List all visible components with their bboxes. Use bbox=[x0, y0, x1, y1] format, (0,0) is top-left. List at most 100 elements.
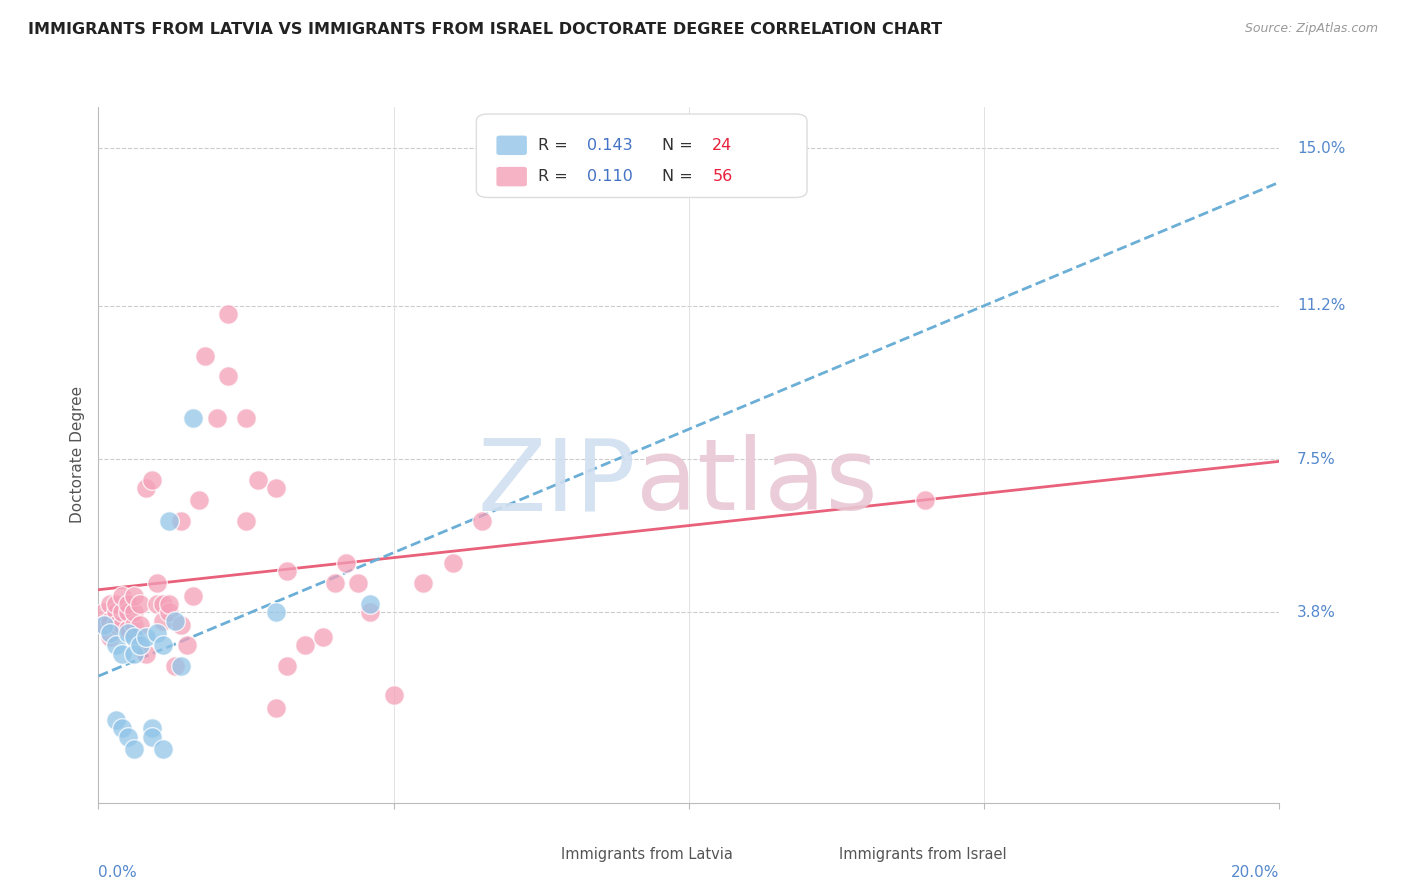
Point bbox=[181, 589, 204, 603]
Point bbox=[152, 742, 174, 756]
Text: 3.8%: 3.8% bbox=[1298, 605, 1336, 620]
Text: 0.0%: 0.0% bbox=[98, 865, 138, 880]
Point bbox=[359, 597, 381, 611]
Point bbox=[105, 617, 128, 632]
Point bbox=[105, 639, 128, 653]
Point bbox=[146, 597, 169, 611]
Text: atlas: atlas bbox=[636, 434, 877, 532]
Text: IMMIGRANTS FROM LATVIA VS IMMIGRANTS FROM ISRAEL DOCTORATE DEGREE CORRELATION CH: IMMIGRANTS FROM LATVIA VS IMMIGRANTS FRO… bbox=[28, 22, 942, 37]
Point bbox=[157, 605, 180, 619]
Text: 11.2%: 11.2% bbox=[1298, 298, 1346, 313]
Point bbox=[122, 647, 145, 661]
Point bbox=[914, 493, 936, 508]
Point bbox=[111, 605, 134, 619]
Point bbox=[170, 617, 193, 632]
Point bbox=[135, 481, 157, 495]
Point bbox=[128, 639, 150, 653]
Point bbox=[471, 514, 494, 528]
Point bbox=[264, 605, 287, 619]
Text: 0.143: 0.143 bbox=[588, 137, 633, 153]
Point bbox=[157, 597, 180, 611]
Point bbox=[146, 576, 169, 591]
Point bbox=[235, 410, 257, 425]
Text: 24: 24 bbox=[713, 137, 733, 153]
Point bbox=[165, 614, 187, 628]
Point bbox=[135, 630, 157, 644]
Point bbox=[181, 410, 204, 425]
Text: 7.5%: 7.5% bbox=[1298, 451, 1336, 467]
Point bbox=[122, 742, 145, 756]
Point bbox=[152, 597, 174, 611]
Point bbox=[235, 514, 257, 528]
Text: R =: R = bbox=[537, 137, 572, 153]
Point bbox=[323, 576, 346, 591]
Point bbox=[264, 481, 287, 495]
Point bbox=[217, 307, 239, 321]
Point bbox=[294, 639, 316, 653]
Point bbox=[246, 473, 269, 487]
FancyBboxPatch shape bbox=[792, 840, 834, 870]
Point bbox=[170, 659, 193, 673]
FancyBboxPatch shape bbox=[515, 840, 557, 870]
Point bbox=[117, 597, 139, 611]
Point bbox=[205, 410, 228, 425]
Point bbox=[141, 721, 163, 735]
Point bbox=[412, 576, 434, 591]
Y-axis label: Doctorate Degree: Doctorate Degree bbox=[69, 386, 84, 524]
Point bbox=[347, 576, 370, 591]
Point bbox=[176, 639, 198, 653]
Point bbox=[111, 721, 134, 735]
Point bbox=[276, 564, 298, 578]
Point bbox=[98, 614, 121, 628]
FancyBboxPatch shape bbox=[496, 136, 527, 155]
Point bbox=[128, 617, 150, 632]
Point bbox=[111, 617, 134, 632]
Point bbox=[93, 605, 115, 619]
Point bbox=[105, 597, 128, 611]
Point bbox=[93, 617, 115, 632]
Text: N =: N = bbox=[662, 169, 697, 184]
Point bbox=[117, 730, 139, 744]
Text: R =: R = bbox=[537, 169, 572, 184]
Point bbox=[122, 589, 145, 603]
FancyBboxPatch shape bbox=[496, 167, 527, 186]
Text: 56: 56 bbox=[713, 169, 733, 184]
Point bbox=[152, 639, 174, 653]
Point bbox=[187, 493, 209, 508]
Point bbox=[111, 589, 134, 603]
Point bbox=[117, 622, 139, 636]
Point bbox=[117, 626, 139, 640]
Point bbox=[122, 630, 145, 644]
Text: Immigrants from Latvia: Immigrants from Latvia bbox=[561, 847, 734, 863]
Point bbox=[157, 514, 180, 528]
Text: N =: N = bbox=[662, 137, 697, 153]
Text: ZIP: ZIP bbox=[478, 434, 636, 532]
Point bbox=[441, 556, 464, 570]
Point bbox=[122, 617, 145, 632]
Point bbox=[128, 597, 150, 611]
Point bbox=[217, 369, 239, 384]
Point bbox=[122, 605, 145, 619]
Point bbox=[359, 605, 381, 619]
Point bbox=[111, 647, 134, 661]
Point bbox=[141, 730, 163, 744]
FancyBboxPatch shape bbox=[477, 114, 807, 197]
Point bbox=[105, 605, 128, 619]
Point bbox=[170, 514, 193, 528]
Point bbox=[93, 617, 115, 632]
Point bbox=[165, 659, 187, 673]
Point bbox=[98, 597, 121, 611]
Point bbox=[135, 647, 157, 661]
Text: Immigrants from Israel: Immigrants from Israel bbox=[839, 847, 1007, 863]
Point bbox=[312, 630, 335, 644]
Text: 15.0%: 15.0% bbox=[1298, 141, 1346, 156]
Point bbox=[98, 626, 121, 640]
Text: 20.0%: 20.0% bbox=[1232, 865, 1279, 880]
Point bbox=[382, 688, 405, 702]
Point bbox=[194, 349, 217, 363]
Point bbox=[117, 605, 139, 619]
Text: Source: ZipAtlas.com: Source: ZipAtlas.com bbox=[1244, 22, 1378, 36]
Point bbox=[264, 700, 287, 714]
Point bbox=[276, 659, 298, 673]
Point bbox=[105, 713, 128, 727]
